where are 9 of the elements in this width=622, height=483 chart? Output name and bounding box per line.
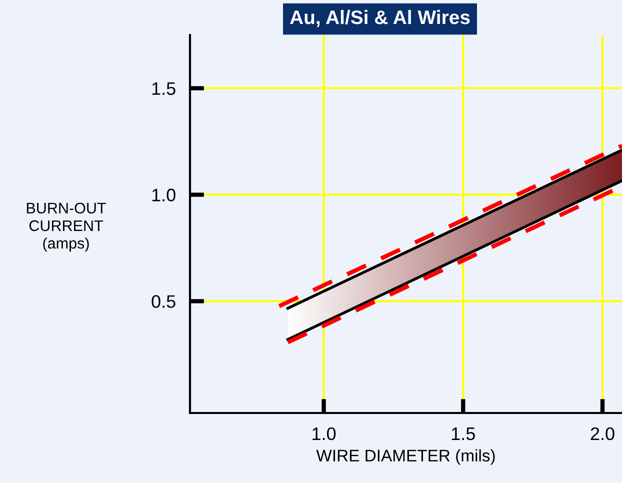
x-axis-title: WIRE DIAMETER (mils): [316, 449, 495, 465]
y-tick-label: 0.5: [152, 295, 176, 308]
chart-title: Au, Al/Si & Al Wires: [290, 10, 470, 28]
x-tick-label: 2.0: [590, 427, 614, 440]
y-tick-label: 1.0: [152, 188, 176, 202]
y-axis-title: BURN-OUT CURRENT (amps): [26, 202, 106, 252]
y-tick-label: 1.5: [152, 82, 176, 95]
x-tick-label: 1.0: [312, 427, 336, 440]
x-tick-label: 1.5: [452, 428, 475, 440]
